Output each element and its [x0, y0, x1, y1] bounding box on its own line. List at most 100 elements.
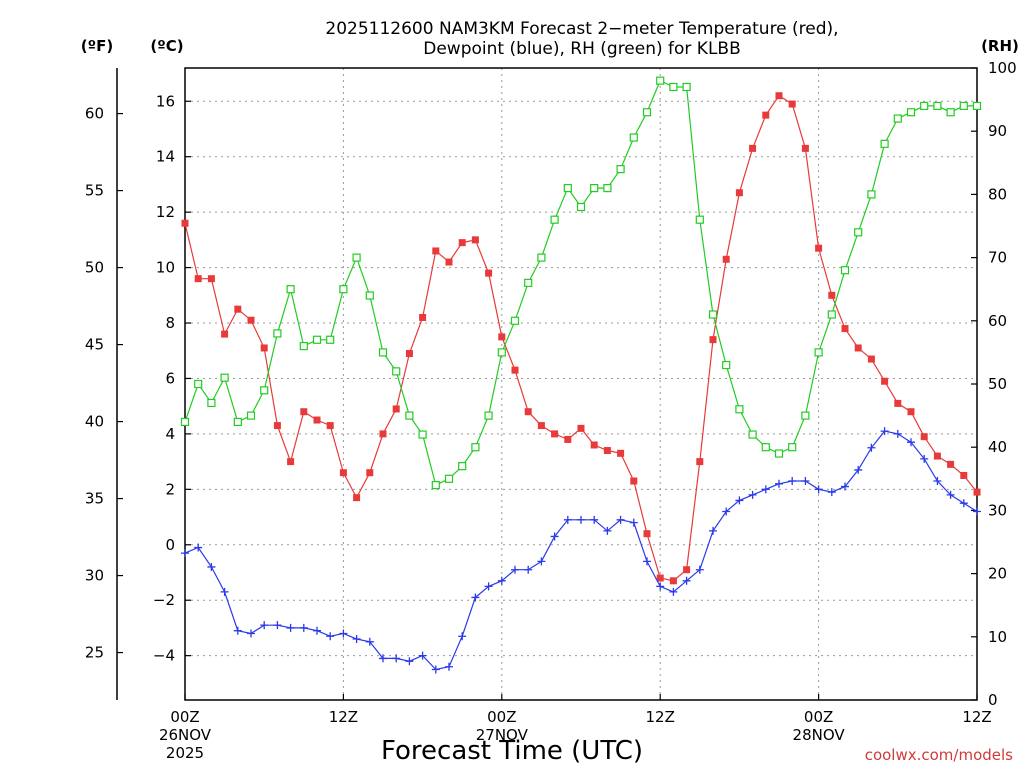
rh-tick-label: 30	[988, 501, 1007, 519]
rh-point	[194, 379, 203, 389]
dewpoint-point	[867, 443, 876, 452]
dewpoint-point	[748, 490, 757, 499]
temperature-point	[339, 469, 347, 477]
temperature-point	[894, 399, 902, 407]
credit-link[interactable]: coolwx.com/models	[865, 746, 1013, 764]
rh-tick-label: 60	[988, 312, 1007, 330]
rh-point	[616, 165, 625, 174]
dewpoint-point	[577, 515, 585, 524]
rh-point	[299, 341, 308, 351]
dewpoint-point	[629, 518, 638, 527]
x-tick-label: 28NOV	[793, 726, 846, 744]
dewpoint-point	[880, 427, 889, 436]
temperature-point	[907, 408, 915, 416]
axes	[116, 67, 978, 701]
rh-point	[761, 443, 770, 452]
dewpoint-point	[431, 665, 440, 674]
fahrenheit-tick-label: 25	[85, 644, 104, 662]
rh-point	[656, 76, 665, 85]
x-tick-label: 00Z	[170, 708, 199, 726]
rh-tick-label: 50	[988, 375, 1007, 393]
rh-point	[774, 449, 784, 458]
fahrenheit-tick-label: 60	[85, 105, 104, 123]
rh-point	[827, 310, 836, 319]
x-tick-label: 12Z	[329, 708, 358, 726]
temperature-point	[828, 291, 836, 299]
dewpoint-point	[643, 557, 651, 566]
dewpoint-point	[920, 454, 929, 463]
rh-point	[972, 101, 982, 111]
dewpoint-point	[854, 465, 863, 474]
temperature-point	[405, 350, 413, 358]
rh-point	[431, 481, 440, 490]
rh-tick-label: 10	[988, 628, 1007, 646]
dewpoint-point	[656, 582, 665, 591]
dewpoint-point	[563, 515, 572, 524]
celsius-tick-label: 16	[156, 92, 175, 110]
dewpoint-point	[207, 562, 216, 571]
celsius-tick-label: 2	[165, 480, 175, 498]
rh-point	[735, 405, 744, 414]
temperature-point	[656, 574, 664, 582]
dewpoint-point	[735, 496, 744, 505]
temperature-point	[221, 330, 229, 338]
temperature-point	[524, 408, 532, 416]
dewpoint-point	[827, 488, 836, 497]
rh-point	[642, 108, 652, 117]
temperature-point	[960, 471, 968, 479]
celsius-unit-label: (ºC)	[150, 37, 183, 55]
chart-title: 2025112600 NAM3KM Forecast 2−meter Tempe…	[325, 19, 838, 59]
rh-point	[906, 108, 916, 117]
dewpoint-point	[511, 565, 519, 574]
temperature-point	[617, 449, 625, 457]
dewpoint-point	[273, 621, 282, 630]
dewpoint-point	[722, 507, 731, 516]
fahrenheit-tick-label: 30	[85, 567, 104, 585]
dewpoint-point	[761, 485, 770, 494]
dewpoint-point	[379, 654, 387, 663]
temperature-point	[643, 530, 651, 538]
dewpoint-point	[775, 479, 783, 488]
dewpoint-point	[260, 621, 269, 630]
rh-point	[603, 183, 612, 193]
celsius-tick-label: 6	[165, 369, 175, 387]
rh-point	[748, 430, 757, 439]
fahrenheit-tick-label: 35	[85, 490, 104, 508]
rh-point	[893, 114, 902, 123]
x-tick-label: 12Z	[646, 708, 675, 726]
rh-point	[629, 133, 638, 142]
temperature-point	[313, 416, 321, 424]
rh-point	[180, 417, 190, 427]
temperature-point	[366, 469, 374, 477]
rh-point	[273, 329, 282, 338]
dewpoint-point	[550, 532, 559, 541]
rh-point	[576, 202, 586, 212]
temperature-point	[564, 435, 572, 443]
series-rh	[180, 76, 982, 490]
dewpoint-point	[933, 477, 942, 486]
rh-point	[378, 348, 388, 357]
temperature-point	[273, 422, 281, 430]
rh-point	[788, 443, 797, 452]
rh-point	[326, 335, 335, 344]
rh-point	[946, 108, 955, 117]
dewpoint-point	[616, 515, 625, 524]
rh-point	[233, 417, 242, 427]
temperature-point	[445, 258, 453, 266]
temperature-point	[735, 189, 743, 197]
dewpoint-point	[365, 637, 374, 646]
temperature-point	[247, 316, 255, 324]
rh-point	[458, 462, 467, 471]
dewpoint-point	[537, 557, 546, 566]
rh-point	[220, 373, 229, 382]
dewpoint-point	[946, 490, 955, 499]
rh-point	[695, 215, 704, 224]
rh-point	[801, 411, 810, 420]
dewpoint-point	[247, 629, 255, 638]
temperature-point	[419, 313, 427, 321]
dewpoint-point	[484, 582, 493, 591]
dewpoint-point	[339, 629, 348, 638]
dewpoint-point	[233, 626, 242, 635]
temperature-point	[485, 269, 493, 277]
